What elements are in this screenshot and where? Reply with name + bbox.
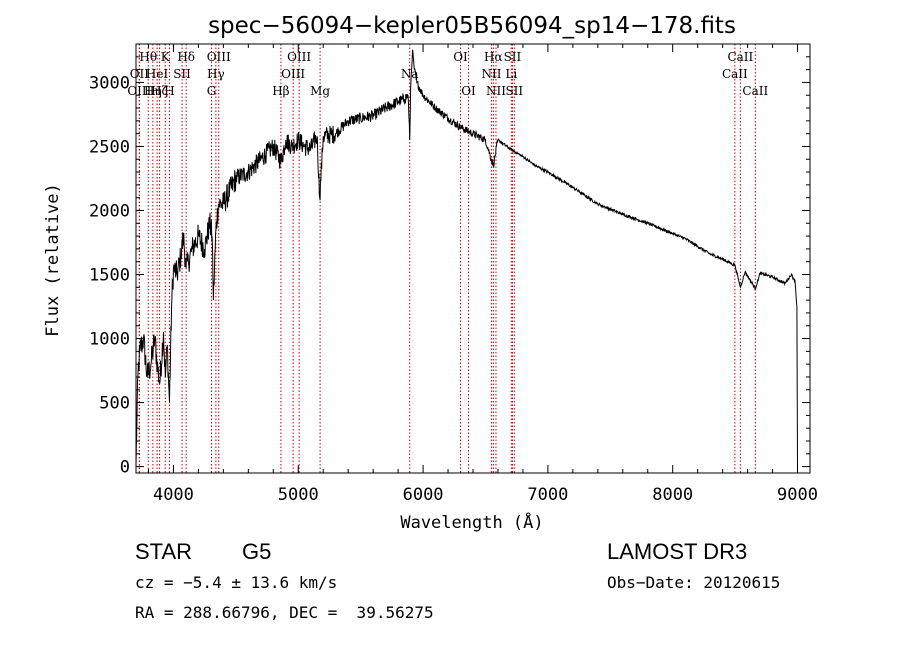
- plot-frame: [135, 43, 811, 474]
- spectral-line-label: NII: [486, 84, 506, 98]
- survey-name: LAMOST DR3: [607, 539, 748, 564]
- spectral-line-labels: OII OIII Hθ Hη HeI Hζ K H SII Hδ G Hγ OIII Hβ OIII OIII…: [127, 50, 768, 98]
- spectral-line-label: HeI: [146, 67, 169, 81]
- spectral-line-label: OI: [461, 84, 476, 98]
- spectral-line-label: H: [164, 84, 174, 98]
- object-subclass: G5: [242, 539, 272, 564]
- chart-title: spec−56094−kepler05B56094_sp14−178.fits: [208, 13, 736, 39]
- y-tick-label: 3000: [89, 73, 130, 93]
- x-tick-label: 7000: [527, 485, 568, 505]
- spectral-line-label: K: [161, 50, 171, 64]
- object-class: STAR: [135, 539, 193, 564]
- x-axis-label: Wavelength (Å): [400, 511, 543, 533]
- y-tick-label: 2500: [89, 137, 130, 157]
- spectral-line-label: Li: [505, 67, 517, 81]
- y-tick-label: 2000: [89, 201, 130, 221]
- spectral-line-label: Hζ: [151, 84, 168, 98]
- spectral-line-label: Hθ: [139, 50, 157, 64]
- coordinates: RA = 288.66796, DEC = 39.56275: [135, 603, 434, 622]
- spectral-line-label: NII: [481, 67, 501, 81]
- spectral-line-label: Hδ: [177, 50, 195, 64]
- spectral-line-label: OI: [453, 50, 468, 64]
- redshift-cz: cz = −5.4 ± 13.6 km/s: [135, 573, 338, 592]
- axis-ticks: 4000 5000 6000 7000 8000 9000 0 500 1000 1500 2000…: [89, 44, 818, 505]
- y-tick-label: 0: [120, 458, 130, 478]
- spectral-line-label: Hγ: [207, 67, 225, 81]
- x-tick-label: 5000: [278, 485, 319, 505]
- spectral-line-label: SII: [173, 67, 191, 81]
- spectral-line-label: OII: [130, 67, 150, 81]
- spectral-line-label: CaII: [727, 50, 753, 64]
- spectral-lines-layer: [138, 44, 756, 473]
- y-axis-label: Flux (relative): [43, 183, 63, 337]
- spectral-line-label: Mg: [310, 84, 330, 98]
- spectral-line-label: G: [207, 84, 217, 98]
- y-tick-label: 500: [99, 394, 130, 414]
- x-tick-label: 6000: [403, 485, 444, 505]
- spectral-line-label: Hη: [144, 84, 162, 98]
- x-tick-label: 8000: [652, 485, 693, 505]
- x-tick-label: 4000: [153, 485, 194, 505]
- spectral-line-label: SII: [504, 50, 522, 64]
- spectral-line-label: CaII: [742, 84, 768, 98]
- spectral-line-label: Hα: [484, 50, 503, 64]
- spectral-line-label: OIII: [207, 50, 231, 64]
- spectral-line-label: SII: [505, 84, 523, 98]
- observation-date: Obs−Date: 20120615: [607, 573, 781, 592]
- y-tick-label: 1000: [89, 330, 130, 350]
- spectral-line-label: OIII: [287, 50, 311, 64]
- spectral-line-label: OIII: [281, 67, 305, 81]
- x-tick-label: 9000: [777, 485, 818, 505]
- spectral-line-label: OIII: [127, 84, 151, 98]
- spectral-line-label: Na: [401, 67, 419, 81]
- spectral-line-label: CaII: [722, 67, 748, 81]
- y-tick-label: 1500: [89, 266, 130, 286]
- spectrum-line: [135, 49, 798, 467]
- spectral-line-label: Hβ: [272, 84, 289, 98]
